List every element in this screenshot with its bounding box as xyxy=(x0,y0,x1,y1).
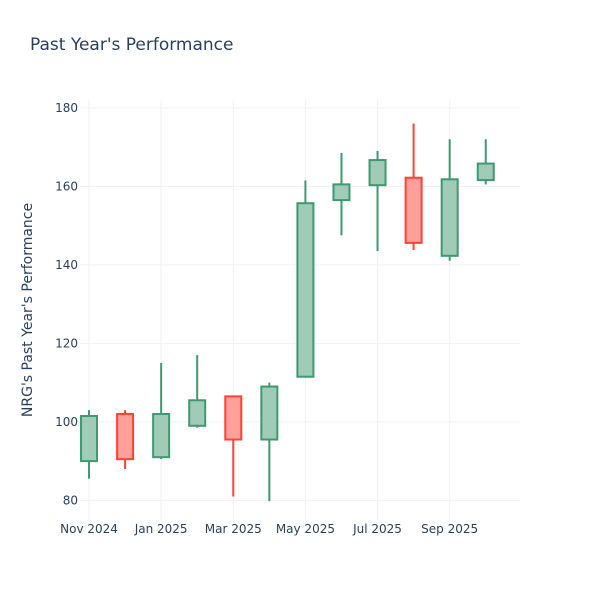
y-tick-labels: 80 100 120 140 160 180 xyxy=(55,101,78,508)
x-tick-label: May 2025 xyxy=(276,522,335,536)
candle-body xyxy=(224,395,243,441)
candle-layer xyxy=(80,123,495,502)
y-tick-label: 80 xyxy=(63,493,78,507)
candle-increasing xyxy=(188,355,207,428)
chart-title: Past Year's Performance xyxy=(30,35,234,55)
candle-body xyxy=(368,159,387,187)
candle-body xyxy=(332,183,351,202)
y-tick-label: 140 xyxy=(55,258,78,272)
y-axis-title: NRG's Past Year's Performance xyxy=(20,203,36,417)
candle-increasing xyxy=(80,410,99,479)
candle-increasing xyxy=(368,151,387,252)
y-tick-label: 160 xyxy=(55,179,78,193)
candle-increasing xyxy=(332,152,351,236)
candle-increasing xyxy=(440,139,459,261)
candle-body xyxy=(188,399,207,427)
y-tick-label: 120 xyxy=(55,336,78,350)
candle-body xyxy=(260,385,279,441)
candle-body xyxy=(404,176,423,244)
x-tick-label: Sep 2025 xyxy=(421,522,478,536)
y-tick-label: 100 xyxy=(55,415,78,429)
x-tick-label: Jan 2025 xyxy=(134,522,188,536)
y-tick-label: 180 xyxy=(55,101,78,115)
x-tick-label: Jul 2025 xyxy=(352,522,402,536)
candle-decreasing xyxy=(116,410,135,469)
x-tick-label: Nov 2024 xyxy=(60,522,118,536)
candle-body xyxy=(152,413,171,459)
candle-increasing xyxy=(476,139,495,185)
x-tick-label: Mar 2025 xyxy=(205,522,262,536)
candle-body xyxy=(476,162,495,182)
candle-body xyxy=(116,413,135,461)
candle-body xyxy=(80,414,99,463)
candle-body xyxy=(440,178,459,257)
candle-body xyxy=(296,202,315,378)
candle-increasing xyxy=(260,382,279,502)
candle-increasing xyxy=(152,362,171,460)
candle-decreasing xyxy=(224,395,243,497)
candle-increasing xyxy=(296,180,315,378)
x-tick-labels: Nov 2024 Jan 2025 Mar 2025 May 2025 Jul 2025… xyxy=(60,522,478,536)
candle-decreasing xyxy=(404,123,423,250)
